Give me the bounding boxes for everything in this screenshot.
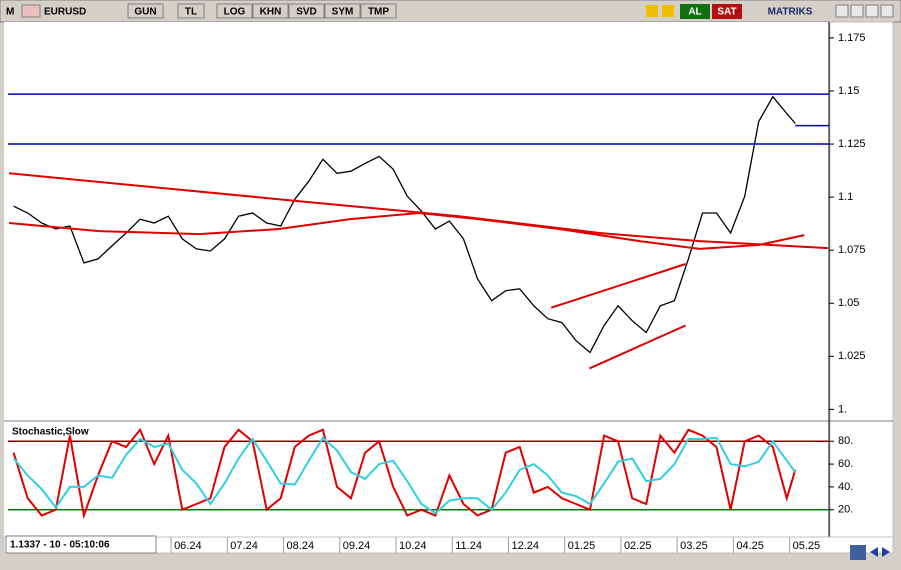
toolbar-button[interactable] xyxy=(127,3,164,19)
x-tick-label: 01.25 xyxy=(568,540,596,552)
alarm-icon[interactable] xyxy=(646,5,658,17)
close[interactable] xyxy=(880,4,894,18)
flag-icon xyxy=(21,4,41,18)
x-tick-label: 02.25 xyxy=(624,540,652,552)
y-tick-label: 1.05 xyxy=(838,297,859,309)
series-line xyxy=(588,324,687,370)
maximize[interactable] xyxy=(850,4,864,18)
sell-button[interactable] xyxy=(712,4,742,19)
y-tick-label: 1.075 xyxy=(838,244,866,256)
axis-area xyxy=(829,21,894,538)
x-tick-label: 04.25 xyxy=(736,540,764,552)
x-tick-label: 03.25 xyxy=(680,540,708,552)
toolbar-button-label[interactable]: SVD xyxy=(296,7,317,18)
x-tick-label: 08.24 xyxy=(287,540,315,552)
scroll-right[interactable] xyxy=(882,547,890,557)
minimize[interactable] xyxy=(835,4,849,18)
time-axis xyxy=(3,536,894,554)
toolbar-button[interactable] xyxy=(288,3,325,19)
x-tick-label: 10.24 xyxy=(399,540,427,552)
plot-area xyxy=(4,22,830,537)
y-tick-label: 1. xyxy=(838,403,847,415)
toolbar-button[interactable] xyxy=(177,3,205,19)
y-tick-label: 1.15 xyxy=(838,85,859,97)
status-text: 1.1337 - 10 - 05:10:06 xyxy=(10,540,110,551)
series-line xyxy=(9,211,805,250)
x-tick-label: 09.24 xyxy=(343,540,371,552)
toolbar-button[interactable] xyxy=(252,3,289,19)
y-tick-label: 1.1 xyxy=(838,191,853,203)
toolbar-button[interactable] xyxy=(216,3,253,19)
y-tick-label: 40. xyxy=(838,481,853,493)
y-tick-label: 80. xyxy=(838,435,853,447)
x-tick-label: 05.25 xyxy=(793,540,821,552)
toolbar-button[interactable] xyxy=(324,3,361,19)
sell-label[interactable]: SAT xyxy=(717,7,736,18)
series-line xyxy=(12,436,797,515)
toolbar-button-label[interactable]: KHN xyxy=(260,7,282,18)
y-tick-label: 1.125 xyxy=(838,138,866,150)
x-tick-label: 11.24 xyxy=(455,540,482,552)
toolbar-button-label[interactable]: LOG xyxy=(224,7,246,18)
series-line xyxy=(13,95,796,354)
sync-icon[interactable] xyxy=(850,545,866,560)
panel-title: Stochastic,Slow xyxy=(12,427,89,438)
toolbar-button-label[interactable]: SYM xyxy=(332,7,354,18)
series-line xyxy=(550,263,686,309)
x-tick-label: 07.24 xyxy=(230,540,258,552)
brand: MATRIKS xyxy=(768,7,813,18)
x-tick-label: 06.24 xyxy=(174,540,202,552)
toolbar-button-label[interactable]: TMP xyxy=(368,7,389,18)
restore[interactable] xyxy=(865,4,879,18)
buy-label[interactable]: AL xyxy=(688,7,701,18)
status-box xyxy=(5,535,157,554)
y-tick-label: 1.025 xyxy=(838,350,866,362)
x-tick-label: 12.24 xyxy=(511,540,539,552)
currency-icon[interactable] xyxy=(662,5,674,17)
y-tick-label: 20. xyxy=(838,504,853,516)
toolbar-button-label[interactable]: GUN xyxy=(134,7,156,18)
toolbar-button-label[interactable]: TL xyxy=(185,7,197,18)
logo: M xyxy=(6,7,14,18)
symbol[interactable]: EURUSD xyxy=(44,7,86,18)
y-tick-label: 1.175 xyxy=(838,32,866,44)
y-tick-label: 60. xyxy=(838,458,853,470)
scroll-left[interactable] xyxy=(870,547,878,557)
buy-button[interactable] xyxy=(680,4,710,19)
toolbar-button[interactable] xyxy=(360,3,397,19)
